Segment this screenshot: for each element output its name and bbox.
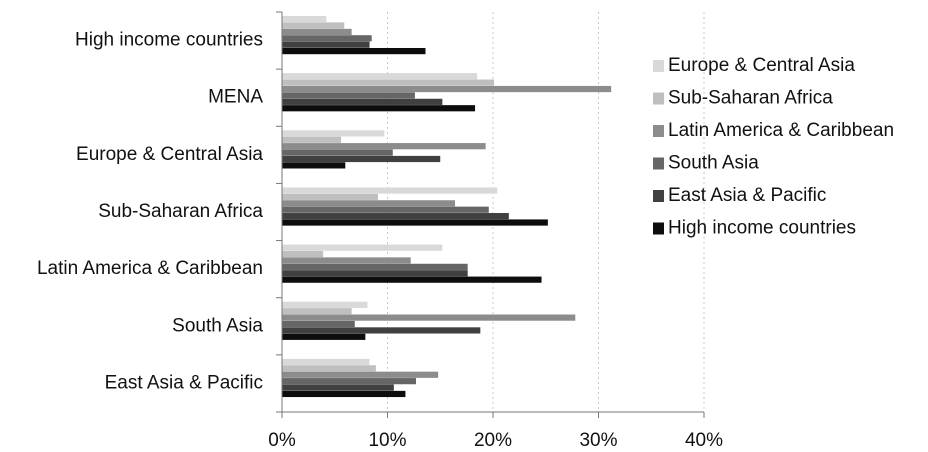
bar: [282, 320, 355, 328]
legend-label: High income countries: [668, 218, 856, 239]
bar: [282, 105, 476, 112]
bar: [282, 314, 576, 321]
axes: [276, 11, 705, 418]
legend-swatch: [653, 60, 664, 72]
x-tick-label: 0%: [268, 430, 296, 451]
bar: [282, 48, 426, 55]
bar: [282, 130, 385, 137]
bar: [282, 244, 443, 251]
legend-label: Latin America & Caribbean: [668, 120, 894, 141]
bar: [282, 213, 509, 220]
legend-swatch: [653, 92, 664, 105]
bar: [282, 276, 542, 283]
x-tick-label: 40%: [685, 430, 723, 451]
bar: [282, 301, 368, 308]
legend-swatch: [653, 125, 664, 137]
legend-swatch: [653, 157, 664, 170]
legend-label: South Asia: [668, 153, 759, 174]
x-tick-label: 10%: [368, 430, 406, 451]
bar: [282, 92, 415, 99]
legend: Europe & Central Asia Sub-Saharan Africa L…: [653, 55, 894, 239]
bars: [282, 16, 612, 398]
legend-label: Sub-Saharan Africa: [668, 88, 833, 109]
bar: [282, 136, 342, 143]
category-labels: High income countries MENA Europe & Centra…: [37, 30, 263, 394]
bar: [282, 85, 612, 93]
category-label: High income countries: [75, 30, 263, 51]
bar: [282, 365, 376, 372]
bar: [282, 162, 346, 169]
bar: [282, 371, 439, 378]
category-label: Sub-Saharan Africa: [98, 201, 263, 222]
bar: [282, 384, 394, 391]
bar: [282, 257, 411, 264]
legend-label: East Asia & Pacific: [668, 185, 826, 206]
bar: [282, 327, 481, 334]
bar: [282, 187, 498, 194]
bar: [282, 270, 468, 277]
bar: [282, 308, 352, 315]
bar: [282, 98, 443, 105]
bar: [282, 193, 379, 201]
legend-swatch: [653, 190, 664, 202]
bar: [282, 333, 366, 340]
bar: [282, 16, 327, 23]
legend-label: Europe & Central Asia: [668, 55, 855, 76]
category-label: East Asia & Pacific: [105, 372, 263, 393]
x-tick-label: 20%: [474, 430, 512, 451]
bar: [282, 22, 345, 29]
bar: [282, 378, 416, 385]
bar: [282, 390, 406, 398]
bar: [282, 200, 456, 207]
x-tick-label: 30%: [579, 430, 617, 451]
bar: [282, 206, 489, 213]
bar: [282, 250, 324, 258]
bar: [282, 263, 468, 270]
category-label: MENA: [208, 87, 263, 108]
legend-swatch: [653, 222, 664, 235]
bar: [282, 149, 393, 156]
bar: [282, 219, 548, 226]
bar: [282, 155, 441, 163]
x-tick-labels: 0% 10% 20% 30% 40%: [268, 430, 723, 451]
bar: [282, 35, 372, 42]
bar: [282, 73, 478, 80]
bar: [282, 143, 486, 150]
category-label: South Asia: [172, 315, 263, 336]
category-label: Europe & Central Asia: [76, 144, 263, 165]
bar: [282, 41, 370, 48]
bar: [282, 79, 495, 86]
bar: [282, 28, 352, 35]
bar: [282, 358, 370, 366]
category-label: Latin America & Caribbean: [37, 258, 263, 279]
